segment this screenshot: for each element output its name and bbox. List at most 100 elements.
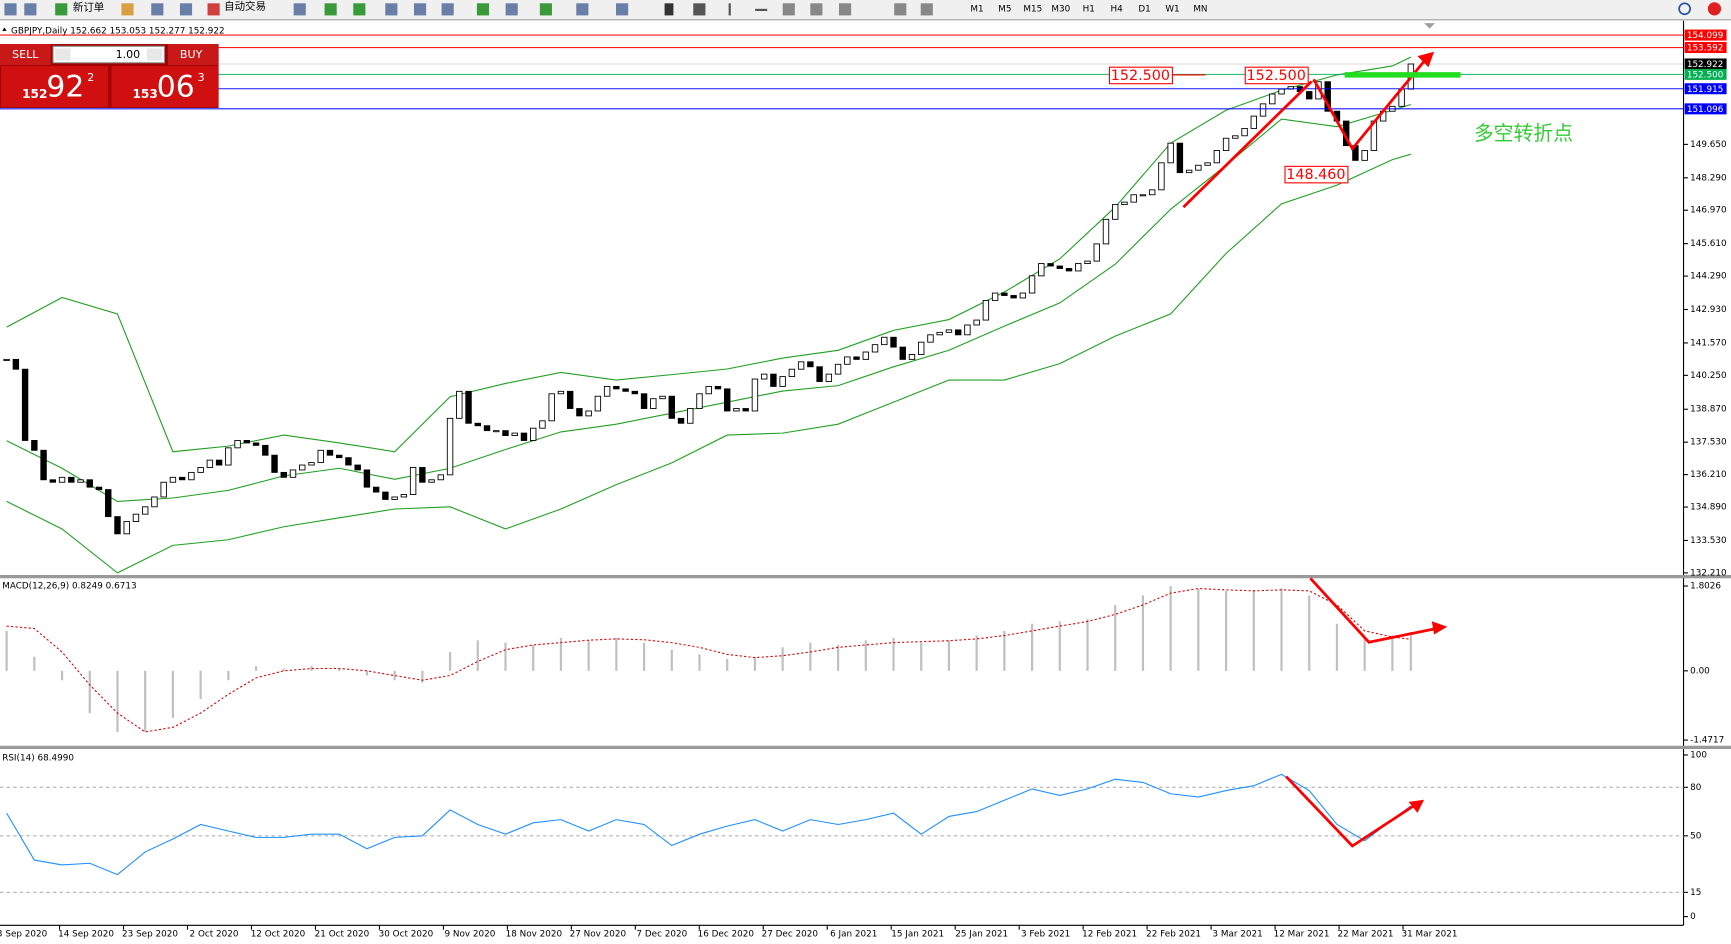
icon[interactable] (324, 3, 337, 16)
y-tick-label: 0 (1690, 912, 1696, 922)
toolbar (0, 0, 1731, 20)
lot-up[interactable] (146, 48, 163, 61)
timeframe-button[interactable]: M30 (1051, 4, 1070, 14)
candle (890, 336, 897, 348)
icon[interactable] (24, 3, 37, 16)
timeframe-bar: M1 M5 M15 M30 H1 H4 D1 W1 MN (970, 4, 1207, 14)
toolbar-icons (4, 2, 1722, 16)
icon[interactable] (55, 3, 68, 16)
level-label: 152.922 (1687, 60, 1723, 70)
main-chart: 132.210 133.530 134.890 136.210 137.530 138.8… (0, 26, 1727, 578)
icon[interactable] (576, 3, 589, 16)
icon[interactable] (693, 3, 706, 16)
icon[interactable] (151, 3, 164, 16)
candle (964, 324, 971, 336)
candle (797, 361, 805, 370)
candle (982, 299, 990, 321)
icon[interactable] (755, 8, 768, 12)
y-tick-label: 134.890 (1690, 503, 1727, 513)
candle (853, 356, 860, 360)
timeframe-button[interactable]: MN (1193, 4, 1207, 14)
candle (141, 506, 149, 515)
candle (631, 390, 639, 395)
icon[interactable] (441, 3, 454, 16)
icon[interactable] (539, 3, 552, 16)
icon[interactable] (810, 3, 823, 16)
icon[interactable] (920, 3, 933, 16)
icon[interactable] (839, 3, 852, 16)
sell-button[interactable] (0, 44, 51, 65)
candle (49, 479, 57, 483)
timeframe-button[interactable]: M1 (970, 4, 983, 14)
icon[interactable] (413, 3, 427, 16)
lot-down[interactable] (55, 48, 71, 61)
auto-trade-button[interactable]: 自动交易 (224, 0, 266, 13)
icon[interactable] (121, 3, 134, 16)
candle (68, 476, 75, 483)
lot-input[interactable] (52, 45, 166, 64)
macd-signal (6, 587, 1411, 733)
price-label: 148.460 (1286, 167, 1345, 183)
icon[interactable] (293, 3, 306, 16)
candle (86, 479, 93, 488)
icon[interactable] (616, 3, 629, 16)
bollinger-lower (6, 153, 1412, 574)
icon[interactable] (728, 3, 731, 16)
candle (160, 481, 167, 498)
notification-icon[interactable] (1707, 2, 1722, 16)
price-label: 152.500 (1111, 68, 1170, 84)
timeframe-button[interactable]: D1 (1138, 4, 1150, 14)
icon[interactable] (207, 3, 220, 16)
candle (1167, 142, 1174, 164)
icon[interactable] (4, 3, 17, 16)
candle (1047, 263, 1054, 267)
icon[interactable] (664, 3, 674, 16)
candle (696, 393, 703, 409)
timeframe-button[interactable]: M5 (998, 4, 1011, 14)
turning-point-note: 多空转折点 (1474, 122, 1573, 145)
icon[interactable] (179, 3, 193, 16)
candle (299, 464, 306, 471)
candle (585, 410, 592, 417)
icon[interactable] (353, 3, 366, 16)
icon[interactable] (505, 3, 518, 16)
icon[interactable] (385, 3, 398, 16)
ask-box[interactable] (111, 66, 219, 107)
candle (326, 449, 334, 456)
buy-label[interactable]: BUY (180, 48, 203, 61)
price-label-box (1108, 66, 1173, 85)
candle (936, 331, 943, 336)
bid-box[interactable] (1, 66, 109, 107)
new-order-button[interactable]: 新订单 (73, 1, 104, 14)
timeframe-button[interactable]: W1 (1165, 4, 1179, 14)
x-tick-label: 12 Mar 2021 (1274, 930, 1330, 940)
candle (95, 486, 103, 491)
candle (123, 521, 130, 535)
icon[interactable] (782, 3, 795, 16)
timeframe-button[interactable]: H1 (1083, 4, 1095, 14)
candle (705, 385, 712, 395)
icon[interactable] (476, 3, 490, 16)
buy-button[interactable] (167, 44, 219, 65)
y-tick-label: 138.870 (1690, 405, 1727, 415)
candle (622, 388, 629, 392)
candle (243, 440, 251, 444)
icon[interactable] (894, 3, 907, 16)
candle (1324, 81, 1331, 112)
timeframe-button[interactable]: H4 (1111, 4, 1124, 14)
candle (659, 395, 666, 400)
x-tick-label: 6 Jan 2021 (830, 930, 877, 940)
x-tick-label: 7 Dec 2020 (636, 930, 687, 940)
rsi-arrow (1285, 775, 1418, 848)
candle (437, 474, 445, 481)
x-tick-label: 30 Oct 2020 (379, 930, 434, 940)
level-badge (1684, 58, 1727, 70)
lot-value[interactable]: 1.00 (116, 48, 141, 61)
sell-label[interactable]: SELL (12, 48, 39, 61)
x-tick-label: 3 Feb 2021 (1021, 930, 1070, 940)
search-icon[interactable] (1678, 2, 1691, 16)
timeframe-button[interactable]: M15 (1023, 4, 1042, 14)
candle (215, 459, 223, 466)
y-tick-label: 0.00 (1690, 666, 1710, 676)
